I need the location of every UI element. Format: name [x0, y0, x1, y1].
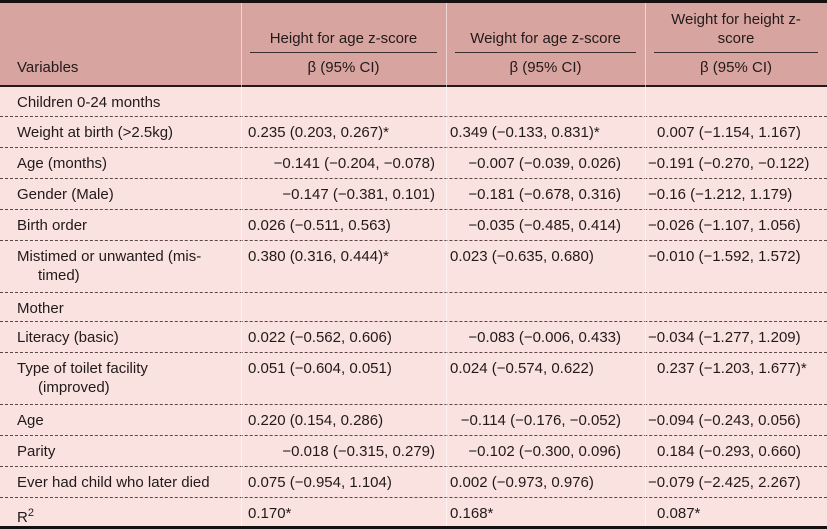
beta-ci-value: 0.349 (−0.133, 0.831)*	[450, 124, 600, 141]
row-label: Ever had child who later died	[17, 474, 210, 491]
beta-ci-value: −0.114 (−0.176, −0.052)	[460, 412, 621, 429]
row-label: Gender (Male)	[17, 186, 114, 203]
row-label: R2	[17, 507, 34, 526]
beta-ci-value: −0.147 (−0.381, 0.101)	[282, 186, 435, 203]
beta-ci-value: 0.007 (−1.154, 1.167)	[657, 124, 801, 141]
beta-ci-value: −0.094 (−0.243, 0.056)	[648, 412, 801, 429]
table-row: Parity −0.018 (−0.315, 0.279) −0.102 (−0.3…	[0, 435, 827, 466]
beta-ci-value: 0.220 (0.154, 0.286)	[248, 412, 384, 429]
column-header-weight-for-height: Weight for height z- score	[654, 10, 818, 53]
row-label: Weight at birth (>2.5kg)	[17, 124, 174, 141]
section-row: Mother	[0, 292, 827, 321]
beta-ci-header: β (95% CI)	[700, 59, 772, 76]
beta-ci-value: 0.023 (−0.635, 0.680)	[450, 248, 594, 265]
row-label: Mistimed or unwanted (mis- timed)	[17, 248, 202, 284]
table-body: Children 0-24 months Weight at birth (>2.…	[0, 87, 827, 526]
beta-ci-value: 0.235 (0.203, 0.267)*	[248, 124, 389, 141]
beta-ci-value: 0.002 (−0.973, 0.976)	[450, 474, 594, 491]
table-row: Ever had child who later died 0.075 (−0.9…	[0, 466, 827, 497]
beta-ci-header: β (95% CI)	[509, 59, 582, 76]
table-row: Age (months) −0.141 (−0.204, −0.078) −0.00…	[0, 147, 827, 178]
table-row: Age 0.220 (0.154, 0.286) −0.114 (−0.176, −…	[0, 404, 827, 435]
beta-ci-header: β (95% CI)	[307, 59, 380, 76]
variables-header: Variables	[17, 59, 79, 76]
row-label: Children 0-24 months	[17, 94, 161, 111]
row-label: Type of toilet facility (improved)	[17, 360, 148, 396]
beta-ci-value: −0.141 (−0.204, −0.078)	[273, 155, 435, 172]
beta-ci-value: 0.024 (−0.574, 0.622)	[450, 360, 594, 377]
row-label: Age (months)	[17, 155, 108, 172]
beta-ci-value: −0.034 (−1.277, 1.209)	[648, 329, 801, 346]
table-row: Mistimed or unwanted (mis- timed) 0.380 (…	[0, 240, 827, 292]
table-row: Gender (Male) −0.147 (−0.381, 0.101) −0.18…	[0, 178, 827, 209]
beta-ci-value: −0.083 (−0.006, 0.433)	[468, 329, 621, 346]
beta-ci-value: −0.018 (−0.315, 0.279)	[282, 443, 435, 460]
beta-ci-value: 0.022 (−0.562, 0.606)	[248, 329, 392, 346]
beta-ci-value: −0.191 (−0.270, −0.122)	[648, 155, 810, 172]
beta-ci-value: −0.010 (−1.592, 1.572)	[648, 248, 801, 265]
beta-ci-value: 0.237 (−1.203, 1.677)*	[657, 360, 807, 377]
table-row: Type of toilet facility (improved) 0.051 …	[0, 352, 827, 404]
row-label: Age	[17, 412, 44, 429]
beta-ci-value: 0.075 (−0.954, 1.104)	[248, 474, 392, 491]
row-label: Parity	[17, 443, 56, 460]
table-row: Literacy (basic) 0.022 (−0.562, 0.606) −0.…	[0, 321, 827, 352]
table-row: Weight at birth (>2.5kg) 0.235 (0.203, 0.…	[0, 116, 827, 147]
row-label: Mother	[17, 300, 64, 317]
beta-ci-value: −0.079 (−2.425, 2.267)	[648, 474, 801, 491]
beta-ci-value: −0.026 (−1.107, 1.056)	[648, 217, 801, 234]
row-label: Literacy (basic)	[17, 329, 119, 346]
beta-ci-value: 0.184 (−0.293, 0.660)	[657, 443, 801, 460]
beta-ci-value: −0.102 (−0.300, 0.096)	[468, 443, 621, 460]
beta-ci-value: −0.16 (−1.212, 1.179)	[648, 186, 793, 203]
beta-ci-value: 0.026 (−0.511, 0.563)	[248, 217, 391, 234]
section-row: Children 0-24 months	[0, 87, 827, 116]
beta-ci-value: −0.181 (−0.678, 0.316)	[468, 186, 621, 203]
table-row: Birth order 0.026 (−0.511, 0.563) −0.035 (…	[0, 209, 827, 240]
beta-ci-value: 0.168*	[450, 505, 494, 522]
table-header: Height for age z-score Weight for age z-…	[0, 3, 827, 87]
table-row: R2 0.170* 0.168* 0.087*	[0, 497, 827, 526]
beta-ci-value: 0.087*	[657, 505, 701, 522]
beta-ci-value: −0.007 (−0.039, 0.026)	[468, 155, 621, 172]
beta-ci-value: 0.051 (−0.604, 0.051)	[248, 360, 392, 377]
row-label-superscript: 2	[27, 507, 34, 519]
row-label: Birth order	[17, 217, 88, 234]
beta-ci-value: 0.380 (0.316, 0.444)*	[248, 248, 389, 265]
column-header-height-for-age: Height for age z-score	[250, 29, 437, 53]
column-header-weight-for-age: Weight for age z-score	[455, 29, 636, 53]
beta-ci-value: 0.170*	[248, 505, 292, 522]
beta-ci-value: −0.035 (−0.485, 0.414)	[468, 217, 621, 234]
